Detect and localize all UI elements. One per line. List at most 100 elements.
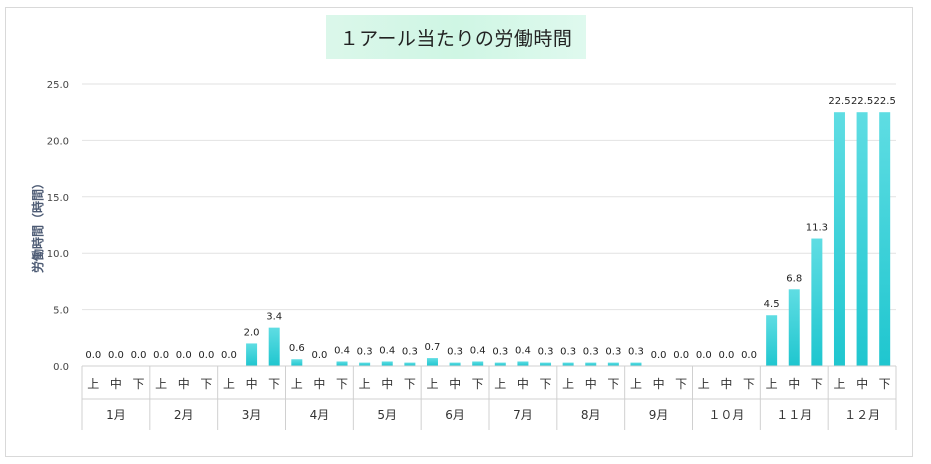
period-tick-label: 上 xyxy=(698,377,710,391)
data-label: 0.0 xyxy=(651,350,667,361)
data-label: 0.3 xyxy=(402,347,418,358)
period-tick-label: 上 xyxy=(359,377,371,391)
bar xyxy=(766,315,778,366)
bar xyxy=(833,112,845,366)
bar xyxy=(494,362,506,366)
bar xyxy=(472,361,484,366)
month-tick-label: 1月 xyxy=(106,408,126,422)
period-tick-label: 上 xyxy=(562,377,574,391)
y-tick-label: 10.0 xyxy=(47,249,69,260)
bar xyxy=(291,359,303,366)
data-label: 3.4 xyxy=(266,312,282,323)
y-tick-label: 15.0 xyxy=(47,193,69,204)
data-label: 0.3 xyxy=(492,347,508,358)
data-label: 6.8 xyxy=(786,273,802,284)
period-tick-label: 上 xyxy=(223,377,235,391)
bar xyxy=(585,362,597,366)
data-label: 0.0 xyxy=(85,350,101,361)
bar xyxy=(246,343,258,366)
bar xyxy=(268,327,280,366)
period-tick-label: 中 xyxy=(110,376,122,391)
data-label: 2.0 xyxy=(244,327,260,338)
period-tick-label: 上 xyxy=(630,377,642,391)
data-label: 0.0 xyxy=(153,350,169,361)
data-label: 0.0 xyxy=(741,350,757,361)
data-label: 0.0 xyxy=(221,350,237,361)
period-tick-label: 上 xyxy=(494,377,506,391)
month-tick-label: 4月 xyxy=(310,408,330,422)
y-tick-label: 25.0 xyxy=(47,80,69,91)
data-label: 0.0 xyxy=(176,350,192,361)
data-label: 22.5 xyxy=(874,96,896,107)
chart-frame xyxy=(5,7,913,457)
period-tick-label: 下 xyxy=(675,377,687,391)
data-label: 0.0 xyxy=(108,350,124,361)
bar xyxy=(336,361,348,366)
period-tick-label: 上 xyxy=(87,377,99,391)
bar xyxy=(788,289,800,366)
period-tick-label: 中 xyxy=(788,376,800,391)
data-label: 0.3 xyxy=(583,347,599,358)
data-label: 4.5 xyxy=(764,299,780,310)
period-tick-label: 中 xyxy=(585,376,597,391)
data-label: 22.5 xyxy=(828,96,850,107)
data-label: 0.3 xyxy=(628,347,644,358)
period-tick-label: 上 xyxy=(833,377,845,391)
bar xyxy=(540,362,552,366)
month-tick-label: 2月 xyxy=(174,408,194,422)
data-label: 0.3 xyxy=(538,347,554,358)
bar xyxy=(381,361,393,366)
y-tick-label: 20.0 xyxy=(47,136,69,147)
data-label: 0.7 xyxy=(425,342,441,353)
data-label: 22.5 xyxy=(851,96,873,107)
data-label: 0.4 xyxy=(515,345,531,356)
period-tick-label: 下 xyxy=(200,377,212,391)
month-tick-label: １２月 xyxy=(844,408,880,422)
y-tick-label: 5.0 xyxy=(53,306,69,317)
month-tick-label: 6月 xyxy=(445,408,465,422)
bar xyxy=(404,362,416,366)
bar xyxy=(811,238,823,366)
data-label: 0.4 xyxy=(334,345,350,356)
period-tick-label: 下 xyxy=(268,377,280,391)
period-tick-label: 下 xyxy=(133,377,145,391)
month-tick-label: 9月 xyxy=(649,408,669,422)
period-tick-label: 中 xyxy=(313,376,325,391)
period-tick-label: 上 xyxy=(291,377,303,391)
data-label: 0.0 xyxy=(673,350,689,361)
month-tick-label: 3月 xyxy=(242,408,262,422)
period-tick-label: 上 xyxy=(426,377,438,391)
bar xyxy=(517,361,529,366)
period-tick-label: 中 xyxy=(178,376,190,391)
period-tick-label: 中 xyxy=(449,376,461,391)
bar xyxy=(856,112,868,366)
bar xyxy=(359,362,371,366)
bar xyxy=(426,358,438,366)
month-tick-label: 5月 xyxy=(377,408,397,422)
period-tick-label: 下 xyxy=(540,377,552,391)
data-label: 0.0 xyxy=(311,350,327,361)
period-tick-label: 下 xyxy=(811,377,823,391)
period-tick-label: 中 xyxy=(517,376,529,391)
data-label: 0.6 xyxy=(289,343,305,354)
data-label: 0.0 xyxy=(131,350,147,361)
bar xyxy=(449,362,461,366)
period-tick-label: 中 xyxy=(856,376,868,391)
data-label: 0.4 xyxy=(470,345,486,356)
data-label: 0.3 xyxy=(605,347,621,358)
month-tick-label: 7月 xyxy=(513,408,533,422)
month-tick-label: 8月 xyxy=(581,408,601,422)
period-tick-label: 上 xyxy=(155,377,167,391)
data-label: 0.0 xyxy=(198,350,214,361)
data-label: 0.0 xyxy=(718,350,734,361)
month-tick-label: １１月 xyxy=(776,408,812,422)
data-label: 0.4 xyxy=(379,345,395,356)
bar xyxy=(607,362,619,366)
period-tick-label: 中 xyxy=(653,376,665,391)
data-label: 0.3 xyxy=(447,347,463,358)
period-tick-label: 中 xyxy=(246,376,258,391)
bar xyxy=(879,112,891,366)
month-tick-label: １０月 xyxy=(708,408,744,422)
data-label: 0.0 xyxy=(696,350,712,361)
